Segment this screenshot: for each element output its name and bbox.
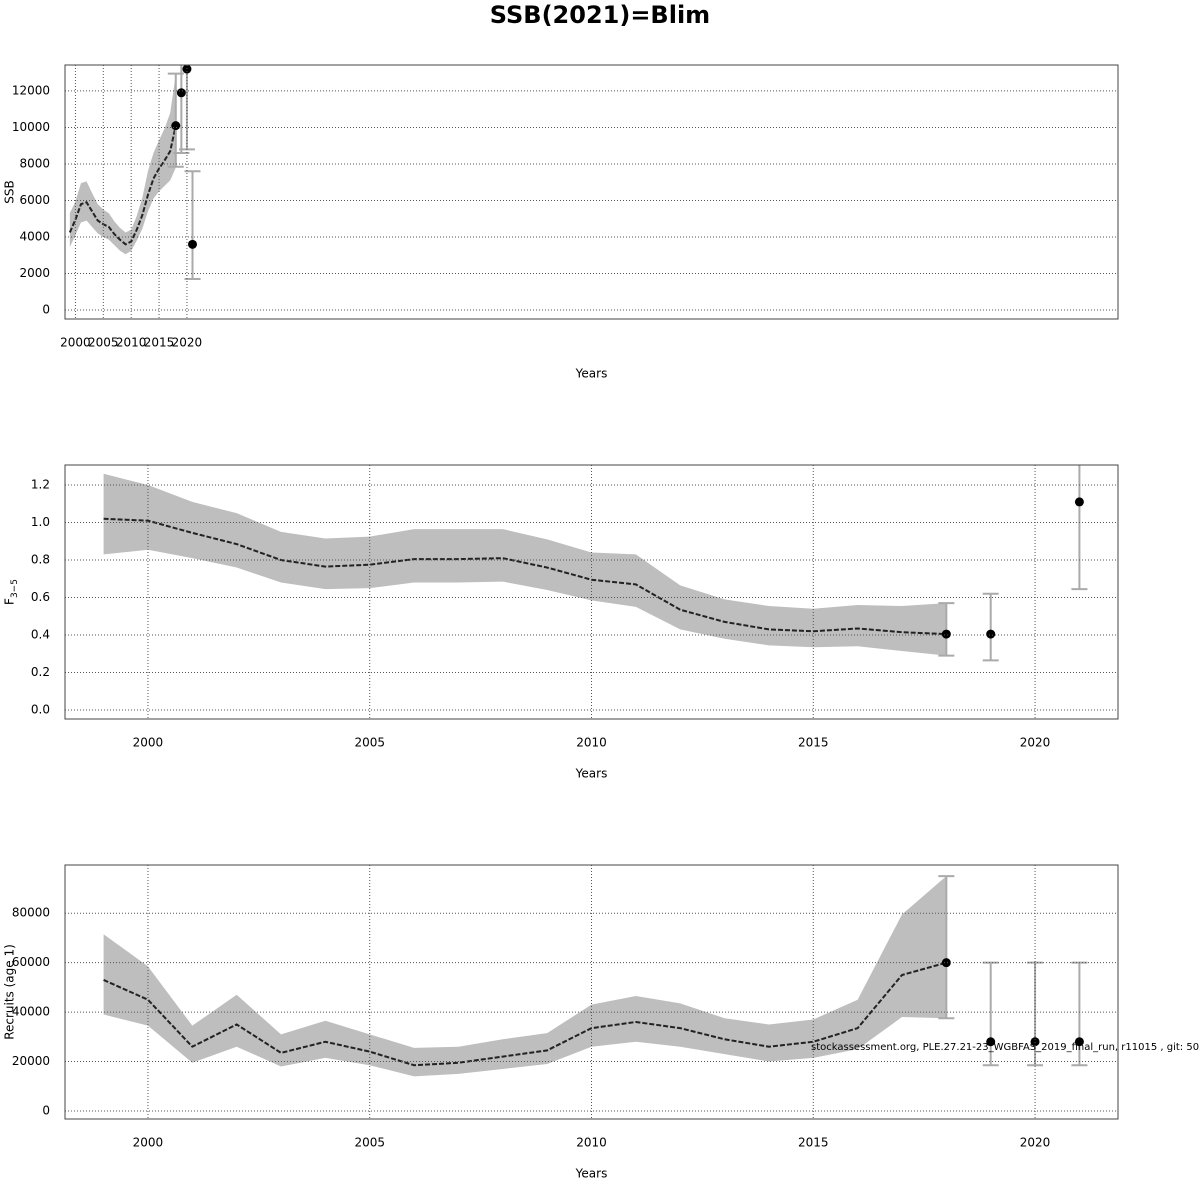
x-tick-label: 2010 xyxy=(576,1136,607,1150)
plot-area xyxy=(68,65,201,281)
y-tick-label: 20000 xyxy=(12,1054,50,1068)
x-tick-label: 2015 xyxy=(798,736,829,750)
x-tick-label: 2000 xyxy=(60,336,91,350)
error-bar xyxy=(184,170,201,281)
forecast-point xyxy=(986,1037,996,1047)
y-tick-label: 12000 xyxy=(12,83,50,97)
y-axis-label: F3−5 xyxy=(3,579,20,605)
x-axis-label: Years xyxy=(575,367,608,381)
forecast-point xyxy=(941,958,951,968)
y-tick-label: 1.2 xyxy=(31,478,50,492)
y-tick-label: 60000 xyxy=(12,955,50,969)
plot-area xyxy=(103,465,1088,662)
y-tick-label: 0.0 xyxy=(31,703,50,717)
y-tick-label: 40000 xyxy=(12,1005,50,1019)
plot-frame xyxy=(64,64,1119,320)
y-tick-label: 6000 xyxy=(19,193,50,207)
y-tick-label: 1.0 xyxy=(31,515,50,529)
x-tick-label: 2005 xyxy=(354,736,385,750)
error-bar xyxy=(938,875,955,1020)
plot-frame xyxy=(64,864,1119,1120)
y-tick-label: 0.2 xyxy=(31,665,50,679)
y-tick-label: 4000 xyxy=(19,230,50,244)
forecast-point xyxy=(941,629,951,639)
y-tick-label: 0.6 xyxy=(31,590,50,604)
confidence-band xyxy=(69,74,176,255)
forecast-point xyxy=(986,629,996,639)
x-axis-label: Years xyxy=(575,767,608,781)
y-tick-label: 2000 xyxy=(19,266,50,280)
estimate-line xyxy=(68,125,177,246)
y-tick-label: 0 xyxy=(42,1103,50,1117)
error-bar xyxy=(982,961,999,1067)
y-tick-label: 8000 xyxy=(19,156,50,170)
error-bar xyxy=(982,592,999,662)
plot-frame xyxy=(64,464,1119,720)
footnote: stockassessment.org, PLE.27.21-23_WGBFAS… xyxy=(811,1042,1200,1053)
x-tick-label: 2010 xyxy=(576,736,607,750)
y-tick-label: 0.8 xyxy=(31,553,50,567)
confidence-band xyxy=(103,876,947,1077)
x-tick-label: 2005 xyxy=(354,1136,385,1150)
x-axis-label: Years xyxy=(575,1167,608,1181)
x-tick-label: 2000 xyxy=(133,736,164,750)
x-tick-label: 2010 xyxy=(116,336,147,350)
error-bar xyxy=(938,602,955,657)
forecast-point xyxy=(182,65,192,74)
y-axis-label: Recruits (age 1) xyxy=(3,944,17,1040)
y-tick-label: 0 xyxy=(42,303,50,317)
y-tick-label: 0.4 xyxy=(31,628,50,642)
forecast-point xyxy=(171,121,181,131)
y-tick-label: 80000 xyxy=(12,906,50,920)
x-tick-label: 2015 xyxy=(798,1136,829,1150)
forecast-point xyxy=(1030,1037,1040,1047)
estimate-line xyxy=(103,961,947,1067)
forecast-point xyxy=(188,239,198,249)
x-tick-label: 2015 xyxy=(144,336,175,350)
y-tick-label: 10000 xyxy=(12,120,50,134)
forecast-point xyxy=(1074,497,1084,507)
forecast-point xyxy=(1074,1037,1084,1047)
x-tick-label: 2020 xyxy=(1020,1136,1051,1150)
estimate-line xyxy=(103,517,947,636)
confidence-band xyxy=(103,473,947,656)
x-tick-label: 2020 xyxy=(172,336,203,350)
y-axis-label-subscript: 3−5 xyxy=(10,579,20,598)
forecast-point xyxy=(176,88,186,98)
x-tick-label: 2005 xyxy=(88,336,119,350)
x-tick-label: 2020 xyxy=(1020,736,1051,750)
chart-title: SSB(2021)=Blim xyxy=(490,1,710,29)
x-tick-label: 2000 xyxy=(133,1136,164,1150)
y-axis-label: SSB xyxy=(3,180,17,203)
